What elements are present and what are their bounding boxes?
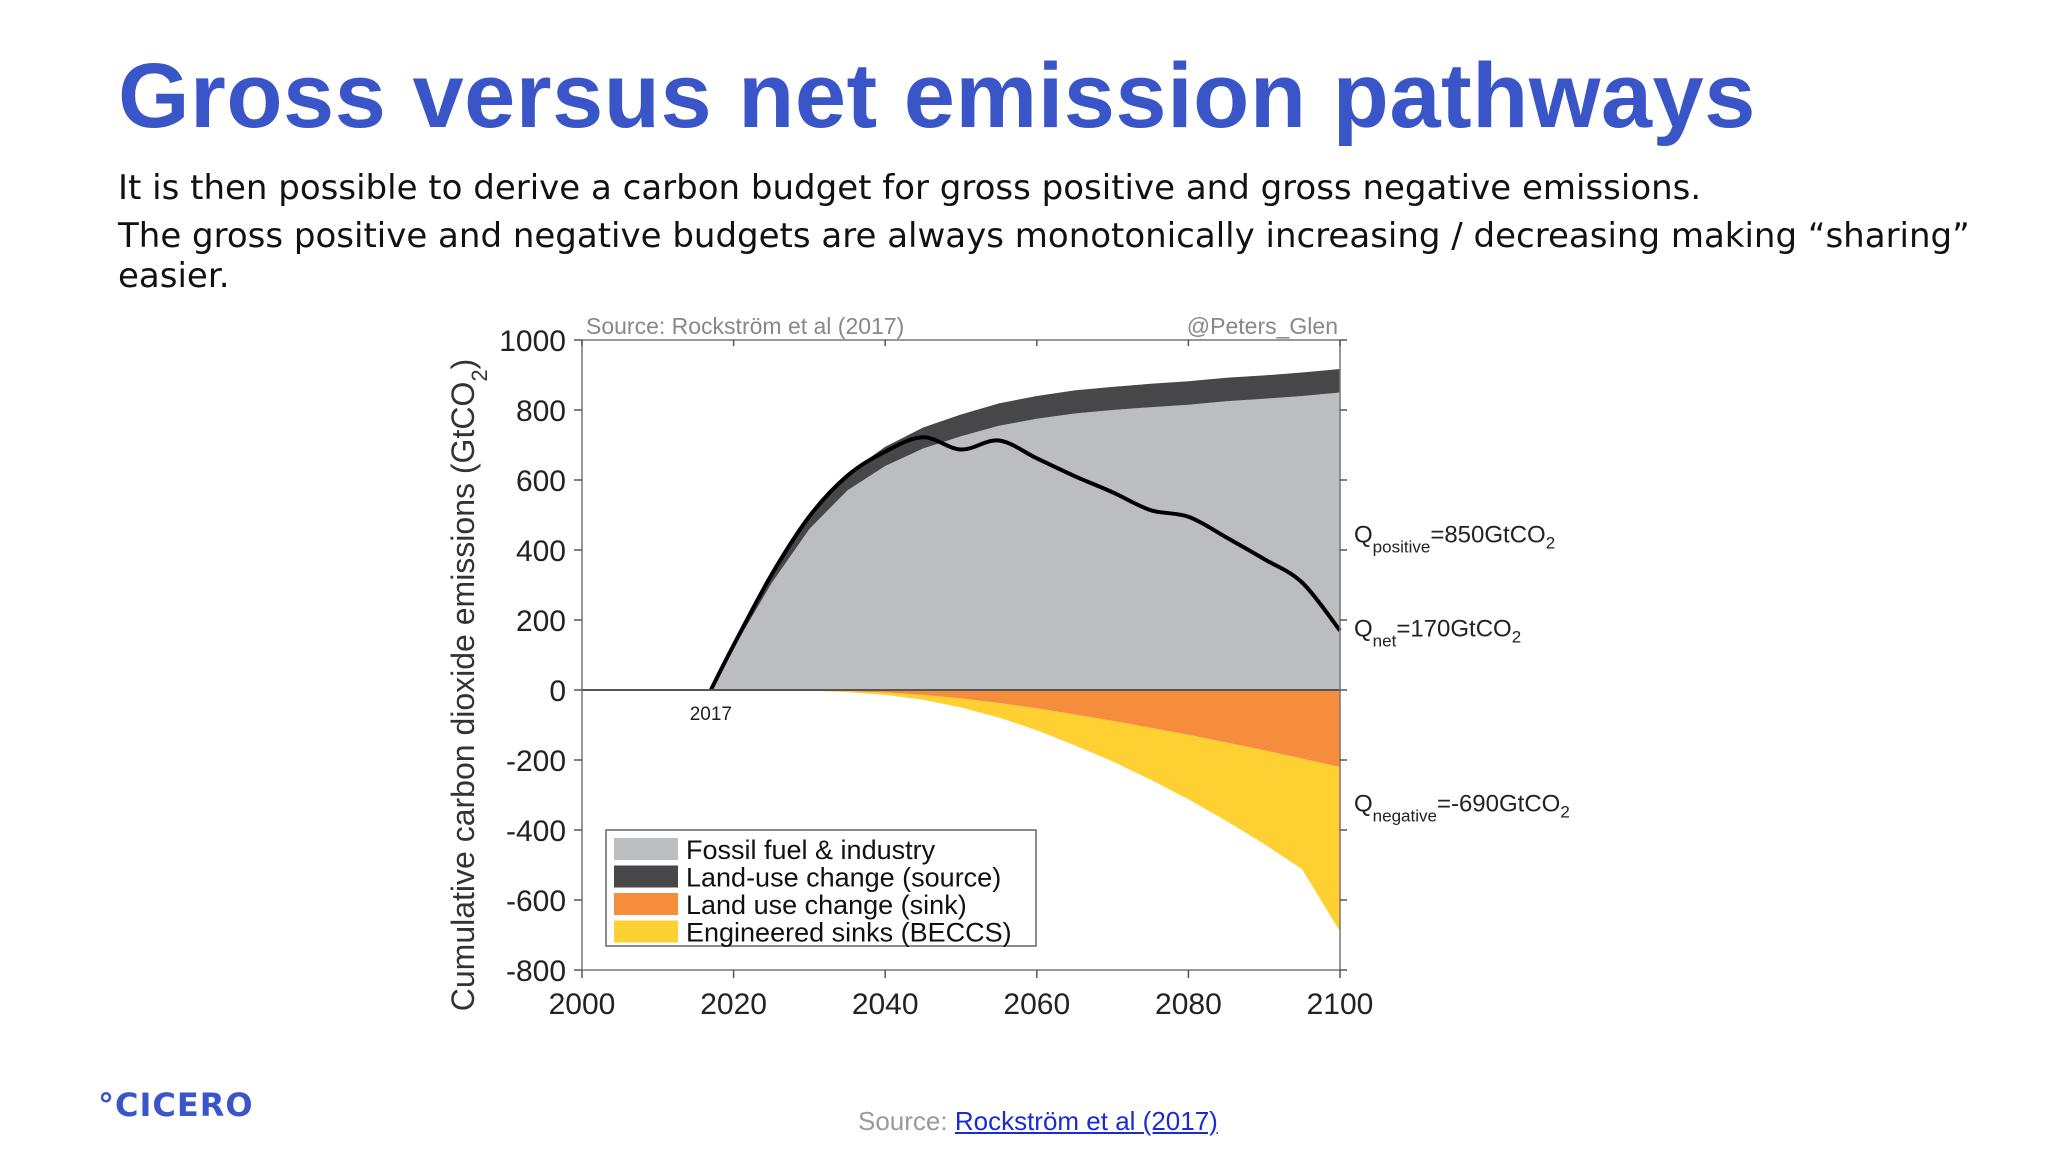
net-emissions-line <box>709 435 1342 691</box>
x-tick-label: 2080 <box>1155 988 1222 1021</box>
chart-axes <box>574 339 1347 978</box>
slide-title: Gross versus net emission pathways <box>118 45 1756 147</box>
subtitle-line-2: The gross positive and negative budgets … <box>118 216 1970 296</box>
legend-swatch <box>614 838 678 860</box>
legend-label: Fossil fuel & industry <box>686 835 936 865</box>
source-prefix: Source: <box>858 1106 955 1136</box>
chart-source-note: Source: Rockström et al (2017) <box>586 313 904 339</box>
y-tick-label: 1000 <box>499 325 566 358</box>
y-tick-label: 800 <box>516 395 566 428</box>
x-tick-label: 2060 <box>1003 988 1070 1021</box>
chart-areas <box>709 369 1342 932</box>
legend-label: Land use change (sink) <box>686 890 967 920</box>
chart-text: 2000 2020 2040 2060 2080 21001000800600400200… <box>445 313 1570 1021</box>
legend-swatch <box>614 920 678 943</box>
area-fossil-fuel-industry <box>710 392 1340 690</box>
budget-annotation-negative: Qnegative=-690GtCO2 <box>1354 791 1570 826</box>
source-footer: Source: Rockström et al (2017) <box>858 1106 1218 1137</box>
source-link[interactable]: Rockström et al (2017) <box>954 1106 1218 1136</box>
y-tick-label: 400 <box>516 535 566 568</box>
budget-annotation-positive: Qpositive=850GtCO2 <box>1354 522 1555 557</box>
y-axis-label: Cumulative carbon dioxide emissions (GtC… <box>445 359 492 1011</box>
chart-credit: @Peters_Glen <box>1187 313 1338 339</box>
legend-label: Land-use change (source) <box>686 863 1001 893</box>
y-tick-label: -800 <box>506 955 566 988</box>
y-tick-label: -400 <box>506 815 566 848</box>
legend-label: Engineered sinks (BECCS) <box>686 918 1012 948</box>
budget-annotation-net: Qnet=170GtCO2 <box>1354 616 1521 651</box>
plot-frame <box>581 339 1341 971</box>
x-tick-label: 2000 <box>549 988 616 1021</box>
y-tick-label: 600 <box>516 465 566 498</box>
y-tick-label: -600 <box>506 885 566 918</box>
cicero-logo: °CICERO <box>98 1086 254 1124</box>
legend-swatch <box>614 865 678 888</box>
start-year-label: 2017 <box>690 704 732 725</box>
x-tick-label: 2040 <box>852 988 919 1021</box>
legend-swatch <box>614 893 678 915</box>
y-tick-label: -200 <box>506 745 566 778</box>
y-tick-label: 0 <box>549 675 566 708</box>
area-land-use-change-sink <box>710 690 1340 767</box>
x-tick-label: 2100 <box>1307 988 1374 1021</box>
y-tick-label: 200 <box>516 605 566 638</box>
subtitle-line-1: It is then possible to derive a carbon b… <box>118 168 1702 208</box>
x-tick-label: 2020 <box>700 988 767 1021</box>
area-engineered-sinks-beccs <box>710 690 1340 932</box>
